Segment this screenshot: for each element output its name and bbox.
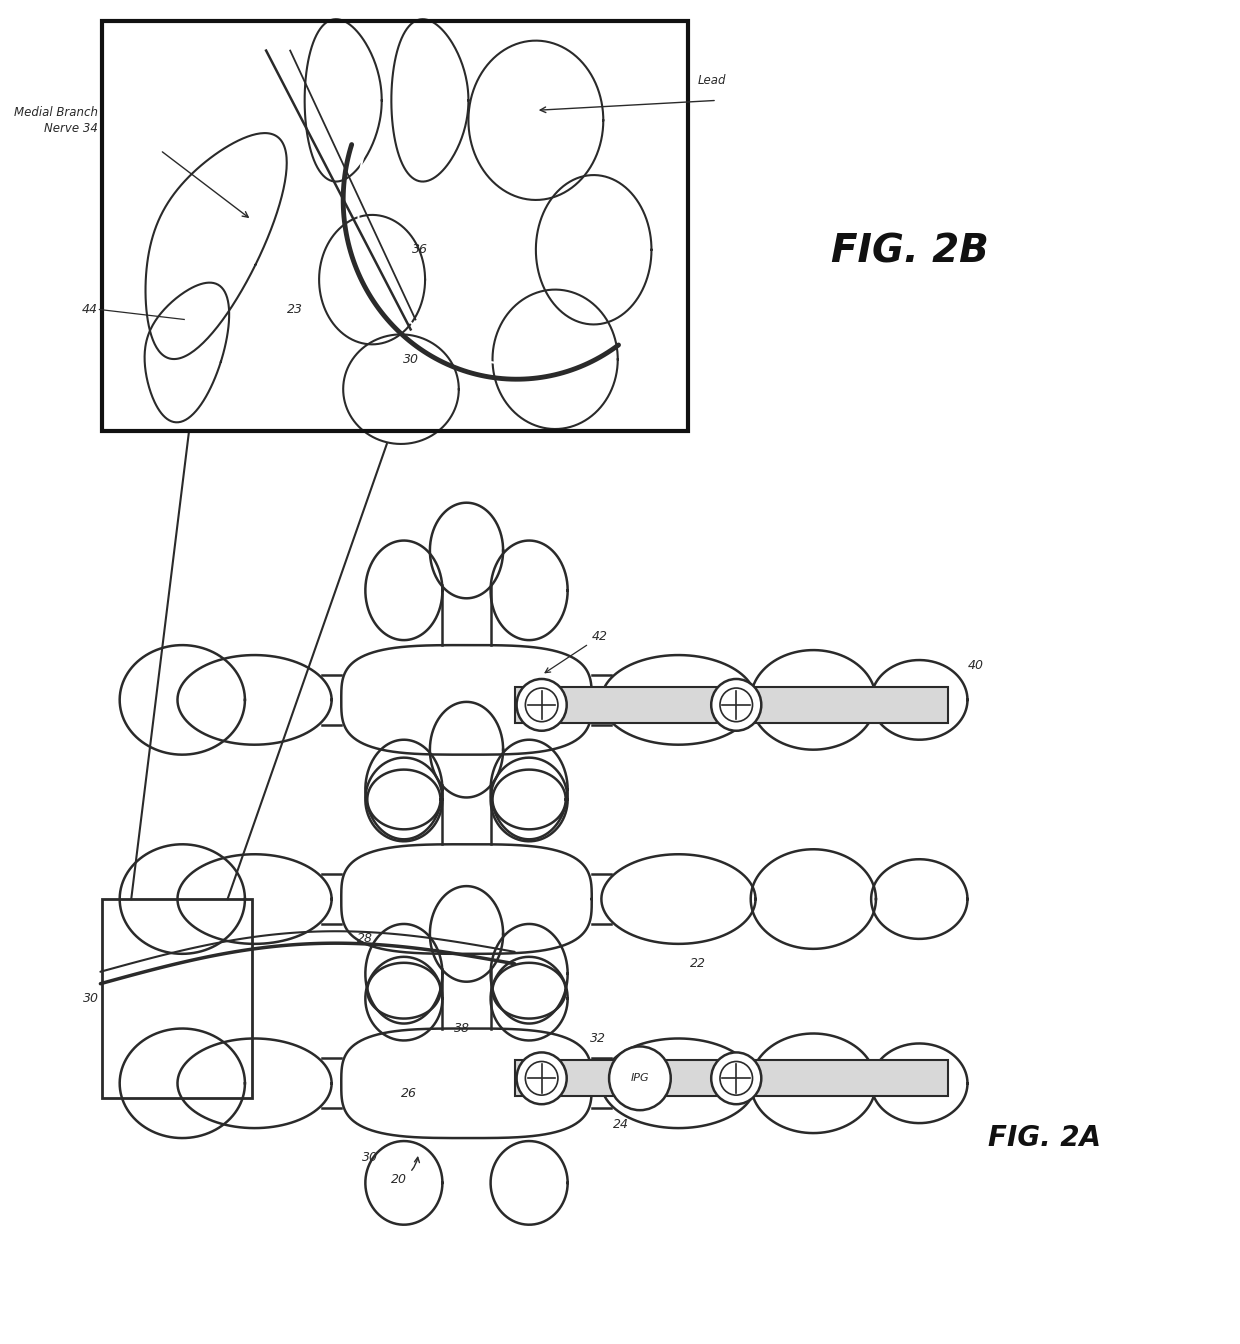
Polygon shape xyxy=(366,923,443,1024)
Polygon shape xyxy=(145,282,229,422)
Polygon shape xyxy=(366,957,443,1040)
Text: 23: 23 xyxy=(286,302,303,316)
Polygon shape xyxy=(492,962,565,1019)
Polygon shape xyxy=(322,874,341,923)
Bar xyxy=(515,687,949,723)
Circle shape xyxy=(609,1047,671,1110)
Polygon shape xyxy=(305,19,382,181)
Polygon shape xyxy=(120,1028,246,1138)
Circle shape xyxy=(517,679,567,731)
Text: 40: 40 xyxy=(967,659,983,672)
Text: 30: 30 xyxy=(403,352,419,366)
Polygon shape xyxy=(341,645,591,755)
Circle shape xyxy=(517,1052,567,1105)
Text: IPG: IPG xyxy=(631,1074,650,1083)
Polygon shape xyxy=(536,175,651,324)
Text: 28: 28 xyxy=(357,933,373,945)
Polygon shape xyxy=(367,770,440,829)
Text: FIG. 2B: FIG. 2B xyxy=(831,233,988,270)
Polygon shape xyxy=(430,886,503,981)
Polygon shape xyxy=(443,586,491,645)
Polygon shape xyxy=(591,675,611,724)
Text: 24: 24 xyxy=(613,1118,629,1132)
Circle shape xyxy=(712,1052,761,1105)
Polygon shape xyxy=(343,335,459,444)
Text: Medial Branch
Nerve 34: Medial Branch Nerve 34 xyxy=(14,106,98,134)
Bar xyxy=(515,1060,949,1097)
Polygon shape xyxy=(366,1141,443,1224)
Polygon shape xyxy=(443,785,491,844)
Polygon shape xyxy=(177,1039,331,1128)
Polygon shape xyxy=(120,645,246,755)
Polygon shape xyxy=(319,215,425,344)
Polygon shape xyxy=(491,758,568,841)
Polygon shape xyxy=(491,739,568,839)
Polygon shape xyxy=(591,874,611,923)
Polygon shape xyxy=(469,40,604,200)
Text: 44: 44 xyxy=(82,302,98,316)
Polygon shape xyxy=(750,1034,875,1133)
Polygon shape xyxy=(341,1028,591,1138)
Polygon shape xyxy=(491,1141,568,1224)
Polygon shape xyxy=(443,969,491,1028)
Text: 30: 30 xyxy=(362,1152,378,1164)
Circle shape xyxy=(526,688,558,722)
Text: 20: 20 xyxy=(391,1157,419,1185)
Circle shape xyxy=(720,688,753,722)
Polygon shape xyxy=(177,655,331,745)
Polygon shape xyxy=(750,650,875,750)
Polygon shape xyxy=(366,758,443,841)
Polygon shape xyxy=(367,962,440,1019)
Text: 36: 36 xyxy=(412,243,428,257)
Polygon shape xyxy=(322,1058,341,1109)
Polygon shape xyxy=(591,1058,611,1109)
Polygon shape xyxy=(366,739,443,839)
Polygon shape xyxy=(120,844,246,954)
Text: 32: 32 xyxy=(590,1032,606,1046)
Polygon shape xyxy=(872,859,967,939)
Polygon shape xyxy=(872,660,967,739)
Bar xyxy=(103,20,688,431)
Bar xyxy=(103,899,252,1098)
Polygon shape xyxy=(392,19,469,181)
Polygon shape xyxy=(341,844,591,954)
Polygon shape xyxy=(145,133,286,359)
Text: FIG. 2A: FIG. 2A xyxy=(988,1124,1101,1152)
Polygon shape xyxy=(491,957,568,1040)
Polygon shape xyxy=(491,540,568,640)
Polygon shape xyxy=(366,540,443,640)
Text: 30: 30 xyxy=(83,992,98,1005)
Polygon shape xyxy=(322,675,341,724)
Bar xyxy=(103,20,688,431)
Circle shape xyxy=(712,679,761,731)
Polygon shape xyxy=(492,770,565,829)
Text: Lead: Lead xyxy=(698,74,727,87)
Polygon shape xyxy=(430,503,503,598)
Polygon shape xyxy=(601,855,755,943)
Polygon shape xyxy=(430,702,503,797)
Polygon shape xyxy=(872,1043,967,1124)
Circle shape xyxy=(720,1062,753,1095)
Text: 26: 26 xyxy=(401,1087,417,1099)
Polygon shape xyxy=(601,1039,755,1128)
Text: 42: 42 xyxy=(546,630,608,673)
Text: 22: 22 xyxy=(689,957,706,970)
Polygon shape xyxy=(601,655,755,745)
Polygon shape xyxy=(492,289,618,429)
Polygon shape xyxy=(491,923,568,1024)
Circle shape xyxy=(526,1062,558,1095)
Text: 38: 38 xyxy=(454,1021,470,1035)
Polygon shape xyxy=(177,855,331,943)
Polygon shape xyxy=(750,849,875,949)
